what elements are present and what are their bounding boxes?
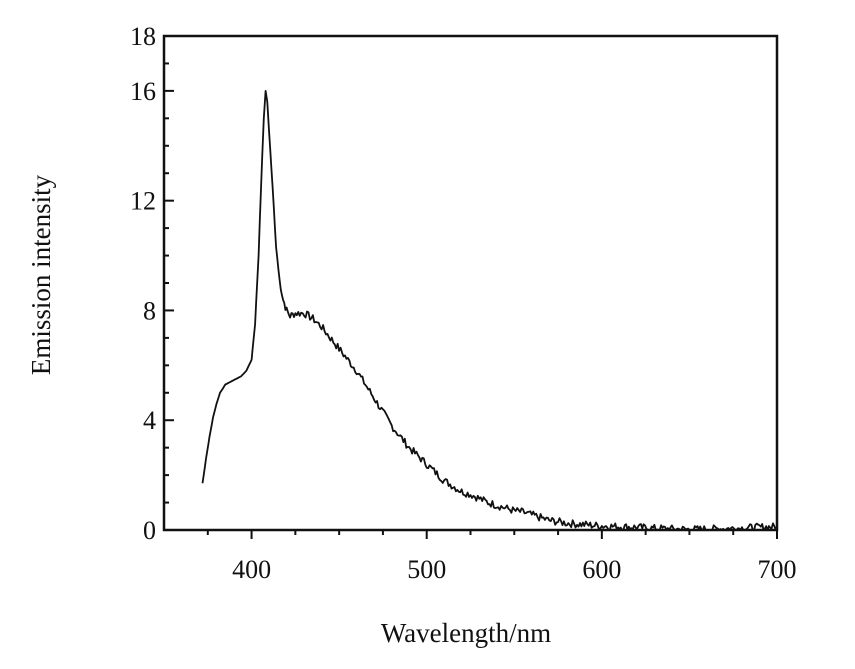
y-tick-label: 8 — [143, 296, 156, 325]
plot-frame — [162, 34, 779, 532]
x-tick-label: 400 — [232, 555, 271, 584]
x-tick-label: 600 — [582, 555, 621, 584]
x-axis-title: Wavelength/nm — [381, 618, 551, 648]
series-line — [201, 90, 778, 531]
x-tick-label: 700 — [758, 555, 797, 584]
x-tick-label: 500 — [407, 555, 446, 584]
y-axis-title: Emission intensity — [26, 174, 56, 375]
y-tick-label: 16 — [130, 77, 156, 106]
x-axis-ticks: 400 500 600 700 — [206, 530, 797, 584]
y-tick-label: 12 — [130, 187, 156, 216]
y-tick-label: 0 — [143, 516, 156, 545]
y-axis-ticks: 0 4 8 12 16 18 — [130, 22, 174, 545]
y-tick-label: 4 — [143, 406, 156, 435]
y-tick-label: 18 — [130, 22, 156, 51]
